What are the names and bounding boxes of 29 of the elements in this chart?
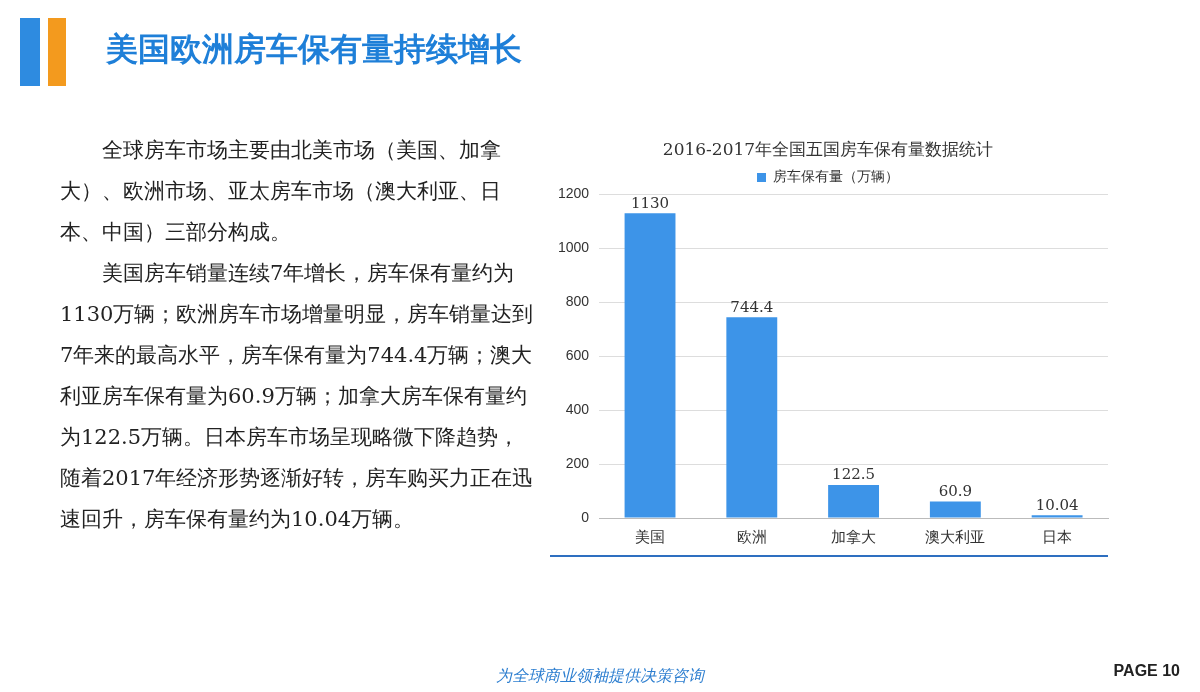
bar [624,213,676,518]
text: 美国房车销量连续7年增长，房车保有量约为1130万辆；欧洲房车市场增量明显，房车销量达到7年来的最高水平，房车保有量为744.4万辆；澳大利亚房车保有量为60.9万辆；加拿大房车保有量约为122.5万辆。日本房车市场呈现略微下降趋势，随着2017年经济形势逐渐好转，房车购买力正在迅速回升，房车保有量约为10.04万辆。 [60,260,535,533]
bar [929,501,981,518]
x-tick-label: 日本 [1042,528,1073,546]
y-tick-label: 200 [565,454,590,471]
text: 美国欧洲房车保有量持续增长 [106,29,522,70]
data-label: 1130 [630,193,670,212]
data-label: 744.4 [730,297,774,316]
bar [726,317,778,518]
legend-label: 房车保有量（万辆） [773,168,899,185]
y-tick-label: 1200 [557,185,590,202]
data-label: 122.5 [832,465,876,484]
text: 为全球商业领袖提供决策咨询 [496,666,704,685]
y-tick-label: 800 [565,293,590,310]
y-tick-label: 0 [581,508,590,525]
x-tick-label: 美国 [635,528,666,546]
chart-subtitle: 2016-2017年全国五国房车保有量数据统计 [662,138,994,159]
text: 全球房车市场主要由北美市场（美国、加拿大）、欧洲市场、亚太房车市场（澳大利亚、日本、中国）三部分构成。 [60,137,502,246]
text: PAGE 10 [1113,662,1180,680]
data-label: 60.9 [938,481,973,500]
data-label: 10.04 [1035,495,1079,514]
bar [1031,515,1083,518]
x-tick-label: 欧洲 [736,528,767,546]
y-tick-label: 600 [565,347,590,364]
y-tick-label: 1000 [557,239,590,256]
x-tick-label: 加拿大 [831,528,877,546]
bar [828,484,880,518]
x-tick-label: 澳大利亚 [925,528,986,546]
y-tick-label: 400 [565,400,590,417]
